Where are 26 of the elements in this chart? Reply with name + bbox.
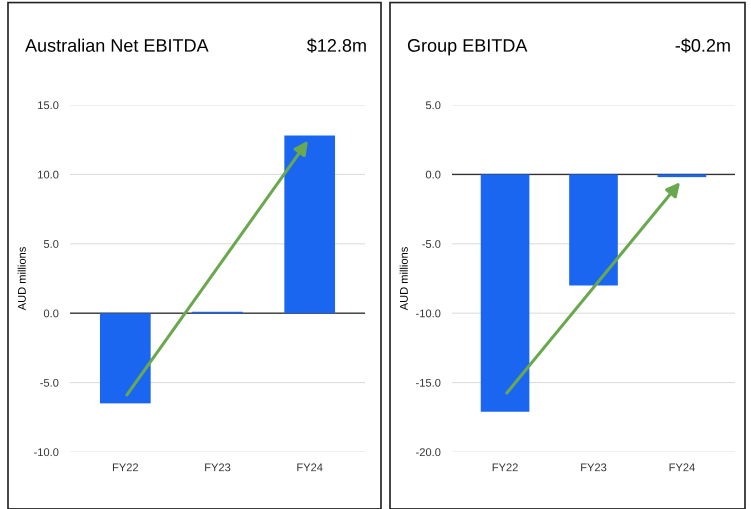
- y-tick-label: 0.0: [44, 309, 58, 318]
- y-axis-title: AUD millions: [400, 247, 408, 310]
- text: $12.8m: [306, 38, 366, 53]
- y-tick-label: 5.0: [426, 101, 440, 110]
- y-tick-label: -10.0: [416, 309, 440, 318]
- y-tick-label: -5.0: [422, 240, 440, 248]
- bar: [284, 136, 336, 314]
- y-tick-label: 10.0: [38, 170, 58, 179]
- y-tick-label: -10.0: [34, 448, 58, 456]
- x-tick-label: FY24: [670, 463, 695, 472]
- x-tick-label: FY23: [581, 463, 606, 472]
- x-tick-label: FY22: [112, 463, 138, 472]
- y-tick-label: 5.0: [44, 240, 58, 248]
- y-tick-label: -20.0: [416, 448, 440, 456]
- x-tick-label: FY24: [297, 463, 323, 472]
- chart-title: Australian Net EBITDA: [25, 38, 209, 52]
- y-tick-label: -5.0: [40, 378, 58, 387]
- y-tick-label: 15.0: [38, 101, 58, 110]
- y-tick-label: 0.0: [426, 170, 440, 179]
- x-tick-label: FY23: [205, 463, 230, 472]
- chart-title: Group EBITDA: [408, 39, 528, 56]
- bar: [100, 313, 151, 404]
- y-axis-title: AUD millions: [18, 247, 26, 310]
- x-tick-label: FY22: [492, 463, 518, 472]
- y-tick-label: -15.0: [416, 378, 440, 387]
- text: -$0.2m: [676, 38, 730, 53]
